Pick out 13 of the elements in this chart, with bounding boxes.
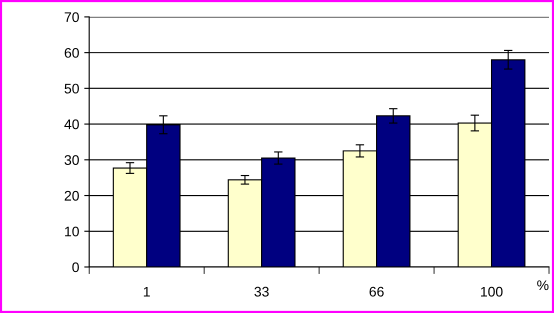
x-tick-label: 33 [254,286,269,297]
y-tick-label: 60 [64,48,79,58]
y-tick-label: 40 [64,119,79,130]
y-tick-label: 20 [64,190,79,201]
x-tick-label: 66 [370,286,384,297]
x-tick-label: 1 [144,286,150,296]
y-tick-label: 0 [72,262,79,272]
y-tick-label: 50 [64,84,79,94]
y-tick-label: 30 [64,155,79,165]
x-axis-title: % [537,280,549,290]
y-tick-label: 10 [65,226,79,236]
x-tick-label: 100 [481,286,503,297]
y-tick-label: 70 [64,12,79,22]
